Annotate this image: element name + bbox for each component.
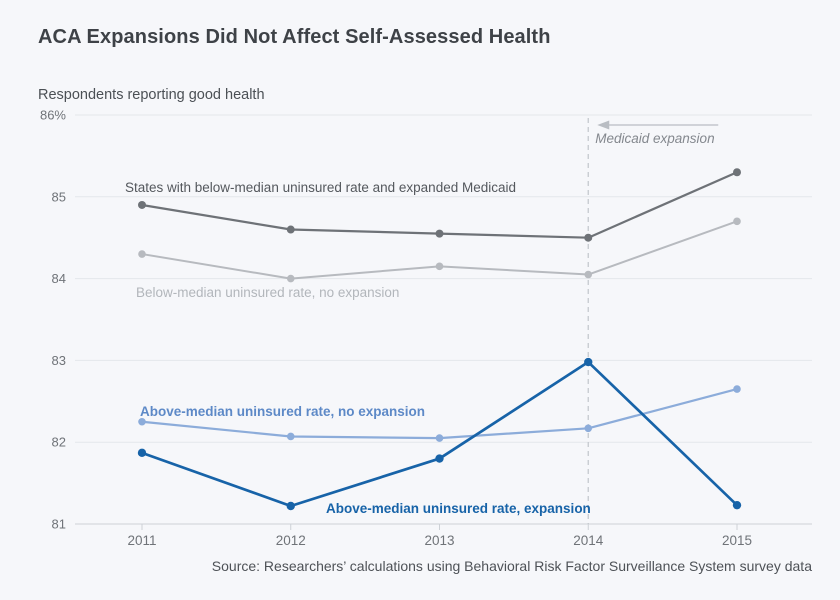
series-label: Below-median uninsured rate, no expansio… bbox=[136, 285, 399, 300]
data-point bbox=[584, 424, 593, 433]
data-point bbox=[733, 385, 741, 393]
series-label: Above-median uninsured rate, no expansio… bbox=[140, 404, 425, 419]
data-point bbox=[137, 448, 147, 458]
series-label: States with below-median uninsured rate … bbox=[125, 180, 516, 195]
data-point bbox=[286, 225, 295, 234]
data-point bbox=[733, 217, 741, 226]
annotation-arrow-head-icon bbox=[597, 120, 610, 130]
y-tick-label: 83 bbox=[52, 353, 66, 368]
y-tick-label: 86% bbox=[40, 108, 66, 123]
series-label: Above-median uninsured rate, expansion bbox=[326, 501, 591, 516]
x-tick-label: 2013 bbox=[424, 533, 454, 548]
chart-title: ACA Expansions Did Not Affect Self-Asses… bbox=[38, 26, 551, 48]
series-line bbox=[140, 360, 739, 508]
data-point bbox=[584, 233, 593, 242]
y-tick-label: 81 bbox=[52, 517, 66, 532]
x-tick-label: 2015 bbox=[722, 533, 752, 548]
x-tick-label: 2012 bbox=[276, 533, 306, 548]
data-point bbox=[584, 357, 593, 367]
data-point bbox=[286, 274, 295, 283]
data-point bbox=[286, 432, 295, 441]
source-note: Source: Researchers’ calculations using … bbox=[211, 558, 812, 574]
x-tick-label: 2014 bbox=[573, 533, 604, 548]
data-point bbox=[584, 270, 593, 279]
data-point bbox=[286, 501, 295, 511]
data-point bbox=[138, 200, 146, 209]
data-point bbox=[733, 168, 741, 177]
y-tick-label: 84 bbox=[52, 271, 66, 286]
data-point bbox=[138, 250, 146, 258]
x-tick-label: 2011 bbox=[127, 533, 156, 548]
data-point bbox=[732, 500, 742, 510]
data-point bbox=[435, 454, 444, 463]
y-tick-label: 85 bbox=[52, 189, 66, 204]
data-point bbox=[138, 417, 146, 426]
data-point bbox=[435, 262, 444, 271]
y-axis-description: Respondents reporting good health bbox=[38, 87, 265, 103]
annotation-label: Medicaid expansion bbox=[595, 131, 714, 146]
data-point bbox=[435, 229, 444, 238]
data-point bbox=[435, 434, 444, 442]
y-tick-label: 82 bbox=[52, 435, 66, 450]
